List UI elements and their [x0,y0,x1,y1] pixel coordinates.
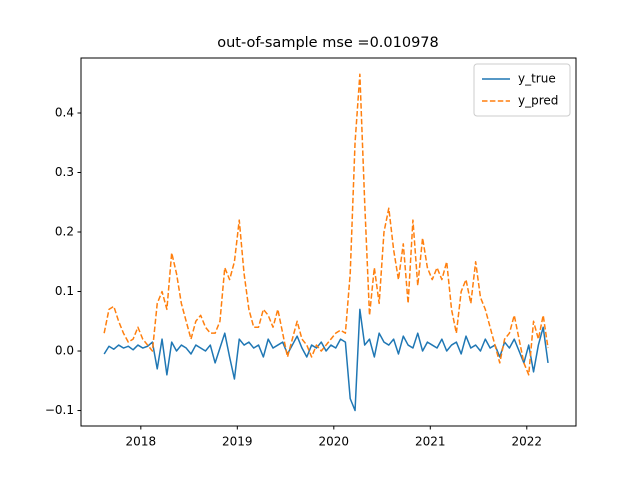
legend-label: y_true [518,72,556,86]
legend-box [473,63,571,117]
series-line [103,73,549,376]
y-tick-label: 0.1 [55,284,74,298]
x-tick-label: 2019 [222,435,253,449]
legend-label: y_pred [518,94,558,108]
y-tick-label: 0.0 [55,344,74,358]
x-tick-label: 2020 [319,435,350,449]
x-tick-label: 2022 [512,435,543,449]
x-tick-label: 2018 [126,435,157,449]
y-tick-label: −0.1 [45,403,74,417]
y-tick-label: 0.4 [55,105,74,119]
x-tick-label: 2021 [415,435,446,449]
axes-frame [80,57,577,427]
y-tick-label: 0.2 [55,225,74,239]
y-tick-label: 0.3 [55,165,74,179]
series-line [103,308,549,412]
chart-title: out-of-sample mse =0.010978 [217,35,439,51]
